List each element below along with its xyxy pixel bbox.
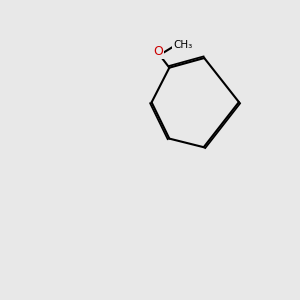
Text: O: O <box>154 45 164 58</box>
Text: CH₃: CH₃ <box>173 40 192 50</box>
